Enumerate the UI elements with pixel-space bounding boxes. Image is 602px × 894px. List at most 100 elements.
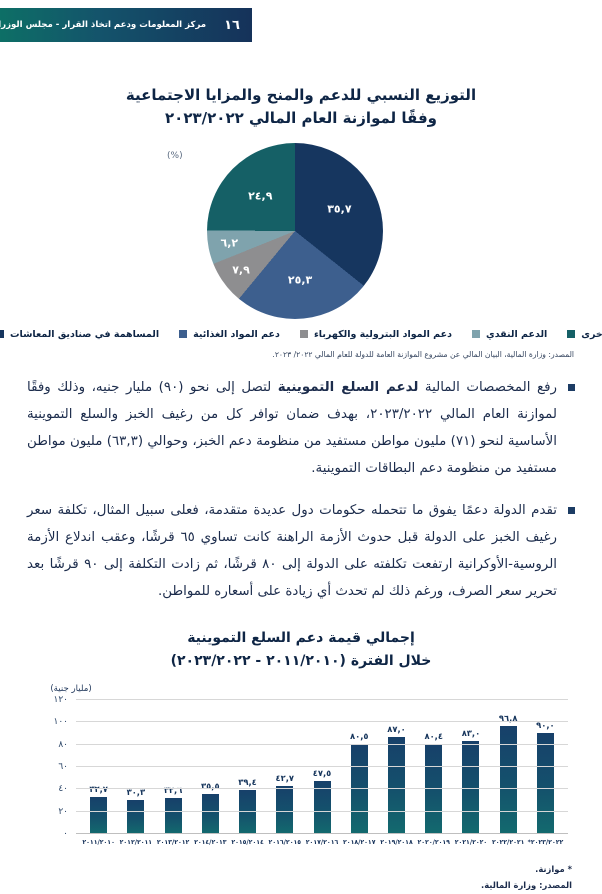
gridline (76, 832, 568, 834)
pie-legend: أخرى الدعم النقدي دعم المواد البترولية وال… (0, 329, 602, 340)
bar (90, 797, 108, 834)
bar-cell: ٣٩,٤ (229, 700, 266, 834)
pie-title-line1: التوزيع النسبي للدعم والمنح والمزايا الا… (125, 86, 477, 104)
chart-source: المصدر: وزارة المالية. (481, 879, 572, 890)
bar-cell: ٣٠,٣ (117, 700, 154, 834)
y-axis-tick-label: ١٢٠ (53, 694, 68, 705)
y-axis-tick-label: ٤٠ (58, 784, 68, 795)
bar-cell: ٤٢,٧ (266, 700, 303, 834)
bar (239, 789, 257, 834)
legend-color-marker (567, 330, 576, 338)
legend-color-marker (299, 330, 308, 338)
bar-cell: ٩٠,٠ (527, 700, 564, 834)
legend-item: الدعم النقدي (471, 328, 548, 340)
bar-value-label: ٩٦,٨ (498, 712, 518, 723)
x-axis-tick-label: ٢٠١٨/٢٠١٧ (343, 838, 376, 846)
gridline (76, 721, 568, 723)
paragraph-1-rest: لتصل إلى نحو (٩٠) مليار جنيه، وذلك وفقًا… (27, 379, 557, 476)
page-number: ١٦ (224, 17, 240, 33)
pie-area: (%) ٣٥,٧ ٢٥,٣ ٧,٩ ٦,٢ ٢٤,٩ (0, 142, 602, 343)
legend-label: دعم المواد الغذائية (193, 328, 280, 340)
gridline (76, 743, 568, 745)
paragraph-1-lead: رفع المخصصات المالية (418, 379, 557, 395)
bar (127, 800, 145, 834)
bullet-paragraph-1: رفع المخصصات المالية لدعم السلع التمويني… (27, 374, 575, 482)
bar-cell: ٨٣,٠ (452, 700, 489, 834)
bar-cell: ٣٢,٦ (154, 700, 191, 834)
gridline (76, 788, 568, 790)
legend-label: أخرى (581, 328, 602, 340)
paragraph-text: تقدم الدولة دعمًا يفوق ما تتحمله حكومات … (27, 502, 557, 600)
x-axis-tick-label: ٢٠١١/٢٠١٠ (82, 838, 115, 846)
x-axis-tick-label: ٢٠١٤/٢٠١٣ (194, 838, 227, 846)
bar-cell: ٨٠,٤ (415, 700, 452, 834)
y-axis-tick-label: ٨٠ (58, 739, 68, 750)
bar-value-label: ٨٧,٠ (387, 723, 406, 734)
legend-color-marker (471, 330, 480, 338)
legend-item: دعم المواد البترولية والكهرباء (299, 328, 452, 340)
pie-slice-label: ٣٥,٧ (327, 202, 352, 216)
bar-value-label: ٨٣,٠ (461, 728, 481, 739)
header-title: مركز المعلومات ودعم اتخاذ القرار - مجلس … (0, 20, 207, 30)
pie-chart: ٣٥,٧ ٢٥,٣ ٧,٩ ٦,٢ ٢٤,٩ (207, 142, 383, 319)
bar-title-line1: إجمالي قيمة دعم السلع التموينية (187, 630, 415, 647)
bar (387, 736, 405, 834)
bar (536, 733, 554, 834)
gridline (76, 698, 568, 700)
bullet-square-icon (568, 383, 575, 391)
x-axis-tick-label: ٢٠٢٢/٢٠٢١ (491, 838, 525, 846)
bar-value-label: ٣٩,٤ (238, 776, 257, 787)
bar-cell: ٨٧,٠ (378, 700, 415, 834)
y-axis-unit-label: (مليار جنية) (50, 683, 92, 694)
bar-chart: (مليار جنية) ٣٢,٧ ٣٠,٣ ٣٢,٦ ٣٥,٥ ٣٩,٤ ٤٢,٧ ٤٧,… (30, 684, 576, 846)
x-axis-tick-label: ٢٠١٦/٢٠١٥ (268, 838, 302, 846)
legend-item: دعم المواد الغذائية (179, 329, 280, 340)
legend-color-marker (179, 330, 188, 338)
bar-title-line2: خلال الفترة (٢٠١١/٢٠١٠ - ٢٠٢٣/٢٠٢٢) (170, 652, 432, 669)
legend-label: دعم المواد البترولية والكهرباء (313, 328, 452, 340)
gridline (76, 765, 568, 767)
pie-title-line2: وفقًا لموازنة العام المالي ٢٠٢٣/٢٠٢٢ (165, 109, 437, 128)
bar-plot: ٣٢,٧ ٣٠,٣ ٣٢,٦ ٣٥,٥ ٣٩,٤ ٤٢,٧ ٤٧,٥ ٨٠,٥ ٨٧,٠ ٨٠,٤… (53, 695, 568, 839)
x-axis-tick-label: ٢٠١٣/٢٠١٢ (156, 838, 190, 846)
legend-item: أخرى (567, 329, 602, 340)
header-bar: ١٦ مركز المعلومات ودعم اتخاذ القرار - مج… (0, 8, 252, 42)
bar-chart-footnotes: * موازنة. المصدر: وزارة المالية. (30, 862, 572, 894)
pie-slice-label: ٧,٩ (232, 263, 250, 277)
bar-value-label: ٨٠,٥ (349, 731, 369, 742)
paragraph-1-bold: لدعم السلع التموينية (277, 379, 419, 395)
y-axis-tick-label: ٢٠ (58, 806, 68, 817)
y-axis-tick-label: ٠ (63, 828, 68, 839)
x-axis-tick-label: ٢٠٢٠/٢٠١٩ (417, 838, 450, 846)
bar (201, 794, 219, 834)
bar-value-label: ٣٥,٥ (201, 781, 220, 792)
y-axis-tick-label: ٦٠ (58, 761, 68, 772)
legend-label: الدعم النقدي (485, 328, 548, 340)
bar (164, 797, 182, 834)
x-axis-tick-label: ٢٠١٧/٢٠١٦ (305, 838, 339, 846)
bar-value-label: ٣٢,٦ (163, 784, 183, 795)
bar-cell: ٣٢,٧ (80, 700, 117, 834)
legend-label: المساهمة في صناديق المعاشات (9, 328, 160, 340)
pie-source: المصدر: وزارة المالية، البيان المالي عن … (272, 349, 574, 359)
x-axis-labels: ٢٠١١/٢٠١٠ ٢٠١٢/٢٠١١ ٢٠١٣/٢٠١٢ ٢٠١٤/٢٠١٣ ٢٠١٥… (76, 834, 568, 846)
document-page: ١٦ مركز المعلومات ودعم اتخاذ القرار - مج… (0, 8, 602, 890)
bar-cell: ٤٧,٥ (303, 700, 340, 834)
bar-chart-section: إجمالي قيمة دعم السلع التموينية خلال الف… (0, 627, 602, 894)
bar-value-label: ٤٧,٥ (312, 767, 332, 778)
bar-value-label: ٣٢,٧ (89, 784, 108, 795)
gridline (76, 810, 568, 812)
percent-unit-label: (%) (167, 150, 183, 161)
pie-chart-title: التوزيع النسبي للدعم والمنح والمزايا الا… (0, 84, 602, 131)
x-axis-tick-label: ٢٠١٥/٢٠١٤ (231, 838, 264, 846)
bullet-paragraph-2: تقدم الدولة دعمًا يفوق ما تتحمله حكومات … (27, 497, 575, 605)
bar-value-label: ٤٢,٧ (275, 773, 295, 784)
bar-value-label: ٩٠,٠ (536, 720, 555, 731)
bar (313, 780, 331, 834)
x-axis-tick-label: *٢٠٢٣/٢٠٢٢ (527, 838, 564, 846)
bar (276, 786, 294, 834)
bar-value-label: ٣٠,٣ (126, 787, 146, 798)
bar-chart-title: إجمالي قيمة دعم السلع التموينية خلال الف… (0, 627, 602, 672)
bullet-square-icon (568, 506, 575, 514)
legend-color-marker (0, 330, 4, 338)
